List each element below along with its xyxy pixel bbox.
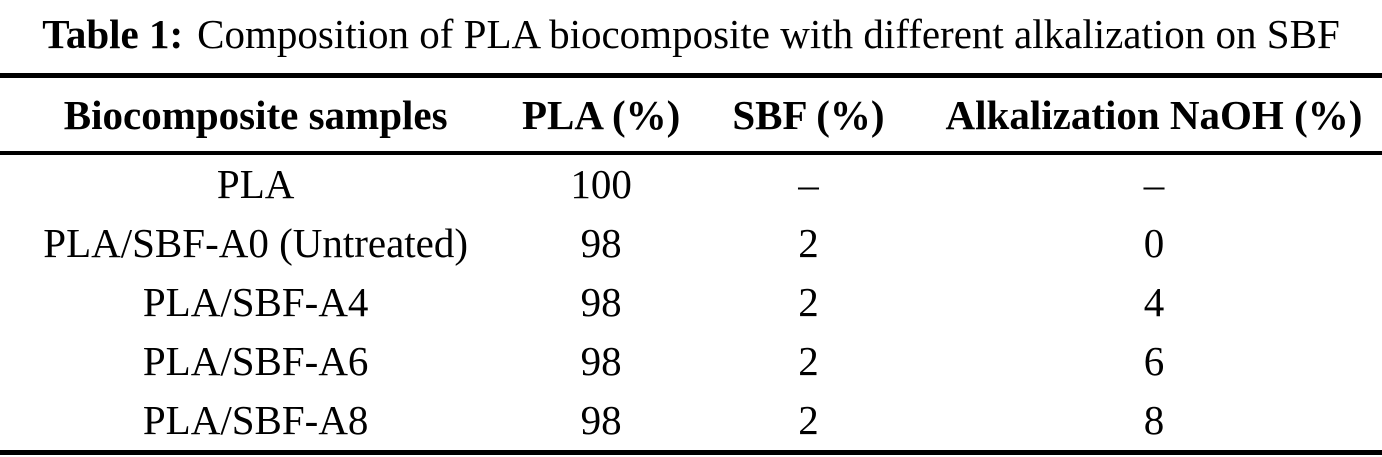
sample-name-cell: PLA/SBF-A8 (142, 397, 369, 443)
column-header: SBF (%) (690, 75, 926, 155)
value-cell: 4 (1143, 279, 1165, 325)
header-row: Biocomposite samples PLA (%) SBF (%) Alkali… (0, 75, 1382, 155)
caption-text: Composition of PLA biocomposite with dif… (197, 11, 1340, 57)
value-cell: 98 (580, 279, 622, 325)
table-caption: Table 1: Composition of PLA biocomposite … (0, 0, 1382, 65)
value-cell: 98 (580, 220, 622, 266)
column-header: PLA (%) (511, 75, 691, 155)
value-cell: 2 (798, 397, 819, 443)
value-cell: 2 (798, 279, 819, 325)
value-cell: 98 (580, 338, 622, 384)
value-cell: 0 (1143, 220, 1165, 266)
composition-table: Biocomposite samples PLA (%) SBF (%) Alkali… (0, 73, 1382, 455)
sample-name-cell: PLA/SBF-A6 (142, 338, 369, 384)
table-row: PLA/SBF-A4 98 2 4 (0, 273, 1382, 332)
sample-name-cell: PLA/SBF-A0 (Untreated) (43, 220, 469, 266)
value-cell: – (1143, 161, 1165, 207)
column-header: Biocomposite samples (0, 75, 512, 155)
caption-label: Table 1: (42, 11, 184, 57)
value-cell: 8 (1143, 397, 1165, 443)
sample-name-cell: PLA/SBF-A4 (142, 279, 369, 325)
table-row: PLA/SBF-A6 98 2 6 (0, 332, 1382, 391)
value-cell: 100 (570, 161, 632, 207)
value-cell: 2 (798, 338, 819, 384)
value-cell: – (798, 161, 819, 207)
table-row: PLA/SBF-A8 98 2 8 (0, 391, 1382, 453)
value-cell: 2 (798, 220, 819, 266)
table-row: PLA/SBF-A0 (Untreated) 98 2 0 (0, 214, 1382, 273)
column-header: Alkalization NaOH (%) (925, 75, 1382, 155)
table-header: Biocomposite samples PLA (%) SBF (%) Alkali… (0, 75, 1382, 155)
table-row: PLA 100 – – (0, 153, 1382, 214)
table-body: PLA 100– – PLA/SBF-A0 (Untreated) 98 2 0 PLA/SB… (0, 153, 1382, 453)
value-cell: 98 (580, 397, 622, 443)
value-cell: 6 (1143, 338, 1165, 384)
sample-name-cell: PLA (216, 161, 295, 207)
